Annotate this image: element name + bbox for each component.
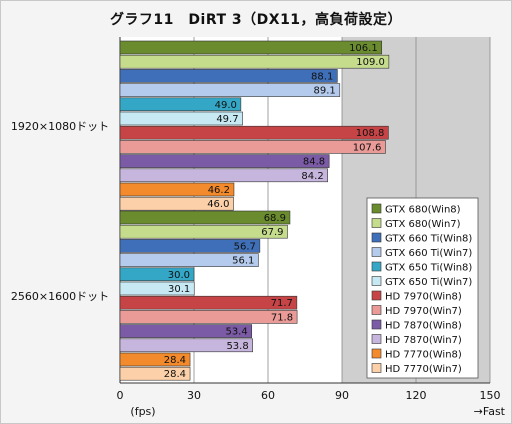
bar bbox=[119, 295, 298, 310]
legend-label: HD 7870(Win8) bbox=[385, 321, 462, 332]
legend-label: HD 7970(Win7) bbox=[385, 306, 462, 317]
bar bbox=[119, 111, 243, 126]
legend-label: GTX 650 Ti(Win7) bbox=[385, 277, 472, 288]
x-tick-label: 150 bbox=[480, 389, 501, 402]
bar bbox=[119, 182, 235, 197]
bar bbox=[119, 210, 291, 225]
x-tick-label: 0 bbox=[117, 389, 124, 402]
bar bbox=[119, 154, 330, 168]
legend-box bbox=[366, 197, 479, 379]
value-label: 107.6 bbox=[353, 142, 382, 153]
value-label: 49.7 bbox=[216, 114, 238, 125]
legend-label: HD 7770(Win7) bbox=[385, 364, 462, 375]
x-tick-label: 120 bbox=[406, 389, 427, 402]
bars bbox=[119, 40, 390, 381]
value-label: 84.8 bbox=[303, 157, 325, 168]
legend-label: GTX 660 Ti(Win8) bbox=[385, 234, 472, 245]
bar bbox=[119, 97, 242, 112]
value-label: 68.9 bbox=[264, 213, 286, 224]
bar bbox=[119, 69, 338, 83]
legend-swatch bbox=[371, 363, 382, 373]
chart-title: グラフ11 DiRT 3（DX11，高負荷設定） bbox=[109, 12, 403, 28]
bar bbox=[119, 366, 191, 381]
direction-label: →Fast bbox=[474, 405, 506, 418]
bar bbox=[119, 281, 195, 296]
bar bbox=[119, 253, 259, 267]
bar bbox=[119, 352, 191, 367]
value-label: 88.1 bbox=[311, 71, 333, 82]
value-label: 108.8 bbox=[356, 128, 385, 139]
legend-label: GTX 650 Ti(Win8) bbox=[385, 263, 472, 274]
legend-swatch bbox=[371, 218, 382, 228]
category-labels: 1920×1080ドット 2560×1600ドット bbox=[11, 120, 109, 303]
value-label: 53.8 bbox=[226, 341, 248, 352]
legend-label: GTX 680(Win7) bbox=[385, 219, 461, 230]
bar bbox=[119, 54, 390, 69]
legend-label: GTX 660 Ti(Win7) bbox=[385, 248, 472, 259]
value-label: 49.0 bbox=[215, 100, 237, 111]
x-tick-label: 60 bbox=[261, 389, 275, 402]
bar bbox=[119, 140, 386, 154]
legend-swatch bbox=[371, 276, 382, 286]
bar bbox=[119, 196, 234, 211]
x-axis: 0 30 60 90 120 150 bbox=[117, 389, 501, 402]
legend-swatch bbox=[371, 334, 382, 344]
bar bbox=[119, 83, 341, 97]
category-label: 2560×1600ドット bbox=[11, 290, 109, 303]
bar bbox=[119, 40, 383, 55]
legend-swatch bbox=[371, 203, 382, 214]
legend-label: HD 7870(Win7) bbox=[385, 335, 462, 346]
value-label: 56.7 bbox=[234, 241, 256, 252]
legend-label: HD 7770(Win8) bbox=[385, 350, 462, 361]
value-label: 89.1 bbox=[314, 86, 336, 97]
value-label: 84.2 bbox=[301, 171, 323, 182]
x-tick-label: 90 bbox=[335, 389, 349, 402]
x-tick-label: 30 bbox=[187, 389, 201, 402]
legend-swatch bbox=[371, 319, 382, 330]
legend-label: HD 7970(Win8) bbox=[385, 292, 462, 303]
bar bbox=[119, 338, 254, 353]
bar bbox=[119, 267, 195, 282]
value-label: 30.0 bbox=[168, 270, 190, 281]
value-label: 109.0 bbox=[356, 57, 385, 68]
bar bbox=[119, 125, 389, 140]
legend-swatch bbox=[371, 290, 382, 301]
value-label: 106.1 bbox=[349, 43, 378, 54]
legend-label: GTX 680(Win8) bbox=[385, 205, 461, 216]
value-label: 71.7 bbox=[271, 298, 293, 309]
legend-swatch bbox=[371, 247, 382, 257]
legend-swatch bbox=[371, 348, 382, 359]
value-label: 56.1 bbox=[232, 256, 254, 267]
value-label: 53.4 bbox=[225, 327, 247, 338]
bar bbox=[119, 168, 328, 183]
value-label: 28.4 bbox=[164, 355, 186, 366]
bar bbox=[119, 224, 288, 239]
value-label: 46.0 bbox=[207, 199, 229, 210]
legend-swatch bbox=[371, 261, 382, 272]
bar bbox=[119, 310, 298, 324]
category-label: 1920×1080ドット bbox=[11, 120, 109, 133]
bar bbox=[119, 239, 261, 253]
value-label: 71.8 bbox=[271, 312, 293, 323]
value-label: 46.2 bbox=[208, 185, 230, 196]
legend-swatch bbox=[371, 305, 382, 315]
bar bbox=[119, 324, 253, 338]
value-label: 67.9 bbox=[261, 227, 283, 238]
value-label: 28.4 bbox=[164, 369, 186, 380]
value-label: 30.1 bbox=[168, 284, 190, 295]
legend: GTX 680(Win8) GTX 680(Win7) GTX 660 Ti(Win… bbox=[366, 197, 479, 379]
x-axis-label: (fps) bbox=[130, 405, 155, 418]
value-labels: 106.1 109.0 88.1 89.1 49.0 49.7 108.8 107.6 84.8… bbox=[164, 43, 385, 380]
legend-swatch bbox=[371, 232, 382, 243]
